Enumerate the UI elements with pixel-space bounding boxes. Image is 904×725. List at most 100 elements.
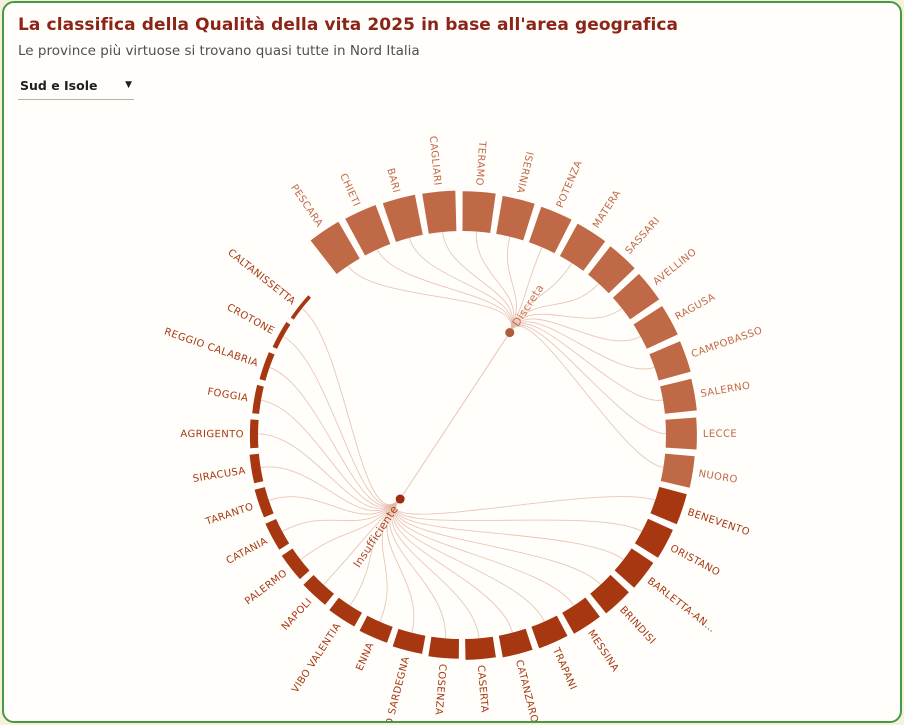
edge-link <box>349 498 401 606</box>
province-label: CASERTA <box>475 665 490 713</box>
province-label: CHIETI <box>337 172 362 209</box>
edge-link <box>301 308 401 505</box>
edge-link <box>391 498 480 639</box>
edge-link <box>509 321 655 370</box>
province-label: CAGLIARI <box>427 136 443 187</box>
area-filter-dropdown[interactable]: Sud e Isole ▼ <box>18 76 134 100</box>
province-bar <box>650 486 687 525</box>
province-bar <box>265 519 290 550</box>
province-bar <box>660 378 697 414</box>
edge-link <box>509 283 600 333</box>
province-bar <box>588 246 635 294</box>
area-filter-selected-value: Sud e Isole <box>20 78 98 93</box>
edge-link <box>509 262 573 333</box>
province-bar <box>665 417 697 450</box>
province-bar <box>614 548 654 588</box>
group-link <box>399 332 511 500</box>
province-bar <box>462 191 496 233</box>
province-label: ENNA <box>354 641 376 673</box>
edge-link <box>509 324 667 435</box>
province-bar <box>496 195 535 241</box>
province-label: TARANTO <box>204 501 256 528</box>
province-bar <box>529 206 572 254</box>
province-label: NUORO <box>698 469 739 486</box>
edge-link <box>347 265 512 333</box>
province-label: CROTONE <box>225 302 276 337</box>
province-bar <box>660 453 695 488</box>
province-label: AVELLINO <box>651 247 699 288</box>
province-label: REGGIO CALABRIA <box>163 326 260 369</box>
province-label: CAMPOBASSO <box>690 325 764 360</box>
edge-link <box>395 498 643 532</box>
province-bar <box>531 615 568 649</box>
province-bar <box>590 574 629 614</box>
province-label: TRAPANI <box>550 645 579 691</box>
province-label: SIRACUSA <box>192 466 246 485</box>
province-bar <box>392 628 426 654</box>
edge-link <box>269 366 401 507</box>
edge-link <box>408 237 513 333</box>
edge-link <box>300 498 401 561</box>
edge-link <box>509 325 664 468</box>
edge-link <box>386 498 415 633</box>
province-label: PESCARA <box>288 183 324 230</box>
province-label: SASSARI <box>624 215 663 256</box>
province-label: ORISTANO <box>668 543 722 579</box>
quality-of-life-radial-chart: PESCARA CHIETI BARI CAGLIARI TERAMO ISERNIA PO… <box>163 136 764 723</box>
province-label: VIBO VALENTIA <box>290 621 344 695</box>
province-bar <box>428 636 459 659</box>
province-label: MESSINA <box>585 628 620 674</box>
chart-title: La classifica della Qualità della vita 2… <box>18 15 679 35</box>
province-label: CALTANISSETTA <box>225 247 297 307</box>
province-bar <box>634 518 673 558</box>
chart-header: La classifica della Qualità della vita 2… <box>4 3 900 100</box>
province-bar <box>649 341 691 381</box>
province-label: POTENZA <box>555 159 585 210</box>
province-bar <box>633 306 678 349</box>
group-node-dot <box>505 328 515 338</box>
chart-subtitle: Le province più virtuose si trovano quas… <box>18 43 420 59</box>
province-label: BARI <box>384 167 401 194</box>
edge-link <box>379 498 401 622</box>
province-bar <box>422 190 457 234</box>
edge-link <box>475 231 515 333</box>
group-node-dot <box>395 494 405 504</box>
edge-link <box>442 231 513 333</box>
province-bar <box>345 205 391 256</box>
province-bar <box>272 322 291 349</box>
province-bar <box>562 597 600 634</box>
province-label: SUD SARDEGNA <box>380 655 412 723</box>
province-bar <box>612 273 660 320</box>
edge-link <box>376 249 513 333</box>
province-bar <box>498 628 533 658</box>
province-label: LECCE <box>703 429 737 440</box>
edge-link <box>395 498 624 561</box>
province-bar <box>559 223 606 271</box>
province-label: COSENZA <box>432 663 447 715</box>
province-bar <box>359 615 393 643</box>
edge-link <box>509 318 641 342</box>
province-bar <box>254 487 274 518</box>
edge-link <box>509 307 623 333</box>
edge-link <box>395 496 656 515</box>
province-bar <box>252 384 264 414</box>
province-label: ISERNIA <box>514 150 535 194</box>
province-label: AGRIGENTO <box>180 429 244 440</box>
province-bar <box>303 575 334 605</box>
province-label: RAGUSA <box>674 292 718 323</box>
province-label: NAPOLI <box>280 596 315 632</box>
edge-link <box>283 336 401 506</box>
edge-link <box>389 498 446 639</box>
province-label: SALERNO <box>700 380 752 399</box>
edge-link <box>506 236 517 333</box>
edge-link <box>260 399 401 508</box>
province-label: PALERMO <box>243 568 290 608</box>
province-bar <box>249 453 264 484</box>
edge-link <box>509 247 543 333</box>
chevron-down-icon: ▼ <box>125 80 132 90</box>
province-label: BARLETTA-AN… <box>645 576 717 635</box>
province-bar <box>310 221 360 274</box>
province-label: BRINDISI <box>617 605 657 647</box>
province-label: CATANZARO <box>513 659 540 723</box>
